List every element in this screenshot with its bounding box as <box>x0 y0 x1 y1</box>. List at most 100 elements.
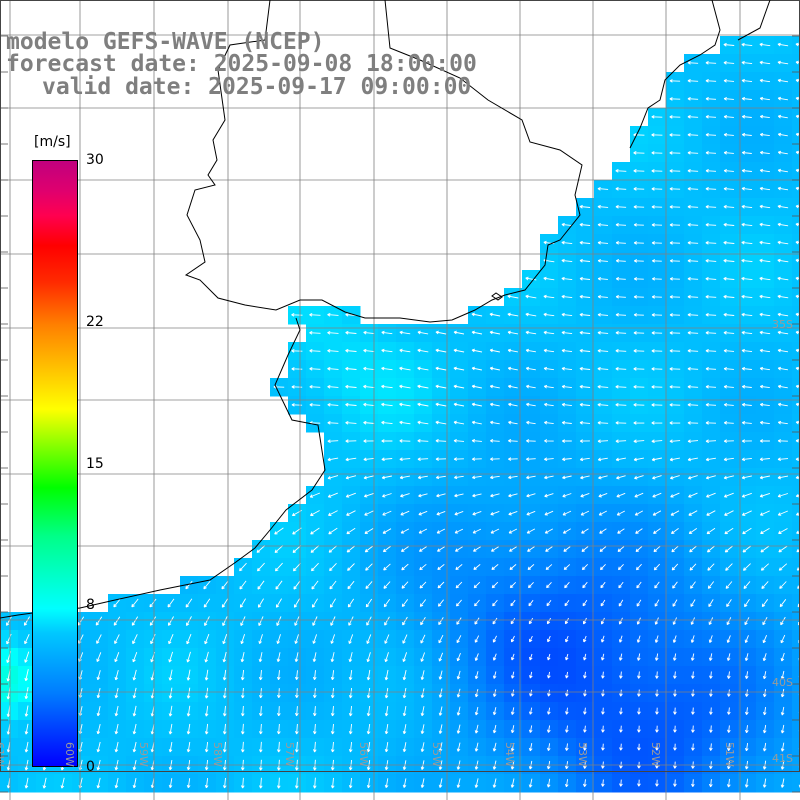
wind-arrow <box>669 97 681 101</box>
wind-arrow <box>690 599 696 607</box>
wind-arrow <box>309 384 321 389</box>
wind-arrow <box>795 312 800 317</box>
wind-arrow <box>601 779 605 787</box>
wind-arrow <box>726 617 732 626</box>
wind-arrow <box>778 528 788 534</box>
forecast-date: forecast date: 2025-09-08 18:00:00 <box>6 51 477 77</box>
wind-arrow <box>490 528 500 534</box>
wind-arrow <box>456 652 461 662</box>
wind-arrow <box>310 545 320 553</box>
wind-arrow <box>546 725 551 733</box>
wind-arrow <box>363 492 374 498</box>
wind-arrow <box>527 581 534 589</box>
wind-arrow <box>291 367 303 371</box>
wind-arrow <box>687 186 699 191</box>
wind-arrow <box>276 616 282 626</box>
wind-arrow <box>723 186 735 191</box>
wind-arrow <box>795 114 800 119</box>
wind-arrow <box>669 277 680 281</box>
wind-arrow <box>669 349 681 353</box>
wind-arrow <box>508 438 518 443</box>
wind-arrow <box>653 528 661 534</box>
wind-arrow <box>327 366 339 371</box>
wind-arrow <box>346 510 356 516</box>
wind-arrow <box>168 778 173 789</box>
wind-arrow <box>795 204 800 209</box>
wind-arrow <box>276 688 281 699</box>
wind-arrow <box>673 779 677 787</box>
wind-arrow <box>687 402 699 407</box>
wind-arrow <box>399 348 411 353</box>
wind-arrow <box>651 223 663 227</box>
field-cell <box>792 594 800 613</box>
wind-arrow <box>276 777 281 789</box>
wind-arrow <box>616 492 626 498</box>
wind-arrow <box>544 528 554 534</box>
wind-arrow <box>741 420 752 425</box>
wind-arrow <box>726 635 731 643</box>
wind-arrow <box>310 527 320 535</box>
wind-arrow <box>438 634 444 644</box>
wind-arrow <box>240 723 245 735</box>
wind-arrow <box>762 689 767 698</box>
wind-arrow <box>435 457 447 461</box>
wind-arrow <box>600 581 606 589</box>
coastline-river <box>0 317 326 619</box>
wind-arrow <box>564 617 569 625</box>
wind-arrow <box>780 706 785 716</box>
wind-arrow <box>186 651 191 663</box>
wind-arrow <box>653 563 661 571</box>
wind-arrow <box>96 723 101 735</box>
wind-arrow <box>384 778 389 788</box>
wind-arrow <box>528 707 533 715</box>
wind-arrow <box>258 741 263 753</box>
wind-arrow <box>417 348 429 353</box>
wind-arrow <box>723 294 735 299</box>
wind-arrow <box>705 402 717 407</box>
wind-arrow <box>778 563 788 571</box>
field-cell <box>792 144 800 163</box>
wind-arrow <box>669 151 681 155</box>
wind-arrow <box>186 723 191 735</box>
wind-arrow <box>24 687 29 700</box>
wind-arrow <box>256 545 266 553</box>
wind-arrow <box>384 616 390 626</box>
field-cell <box>792 612 800 631</box>
wind-arrow <box>759 150 770 155</box>
wind-arrow <box>762 653 767 662</box>
wind-arrow <box>256 562 265 572</box>
wind-arrow <box>24 669 29 682</box>
wind-arrow <box>438 706 443 716</box>
wind-arrow <box>132 651 138 663</box>
wind-arrow <box>131 598 139 608</box>
field-cell <box>792 306 800 325</box>
wind-arrow <box>777 294 789 299</box>
wind-arrow <box>634 475 644 480</box>
wind-arrow <box>312 652 317 662</box>
wind-arrow <box>795 258 800 263</box>
wind-arrow <box>688 528 698 535</box>
wind-arrow <box>435 420 447 425</box>
wind-arrow <box>330 741 335 753</box>
wind-arrow <box>579 294 591 299</box>
wind-arrow <box>366 723 371 735</box>
wind-arrow <box>777 114 788 119</box>
wind-arrow <box>510 707 515 715</box>
wind-arrow <box>294 616 300 626</box>
wind-arrow <box>239 580 247 590</box>
wind-arrow <box>454 493 464 498</box>
wind-arrow <box>759 78 771 83</box>
field-cell <box>792 774 800 793</box>
wind-arrow <box>291 385 303 389</box>
wind-arrow <box>453 457 464 461</box>
field-cell <box>792 432 800 451</box>
wind-arrow <box>741 276 753 281</box>
wind-arrow <box>490 402 500 407</box>
wind-arrow <box>725 581 733 589</box>
wind-arrow <box>709 743 713 751</box>
wind-arrow <box>651 457 662 462</box>
wind-arrow <box>363 348 375 353</box>
wind-arrow <box>777 366 788 371</box>
wind-arrow <box>510 778 515 788</box>
wind-arrow <box>384 669 389 681</box>
